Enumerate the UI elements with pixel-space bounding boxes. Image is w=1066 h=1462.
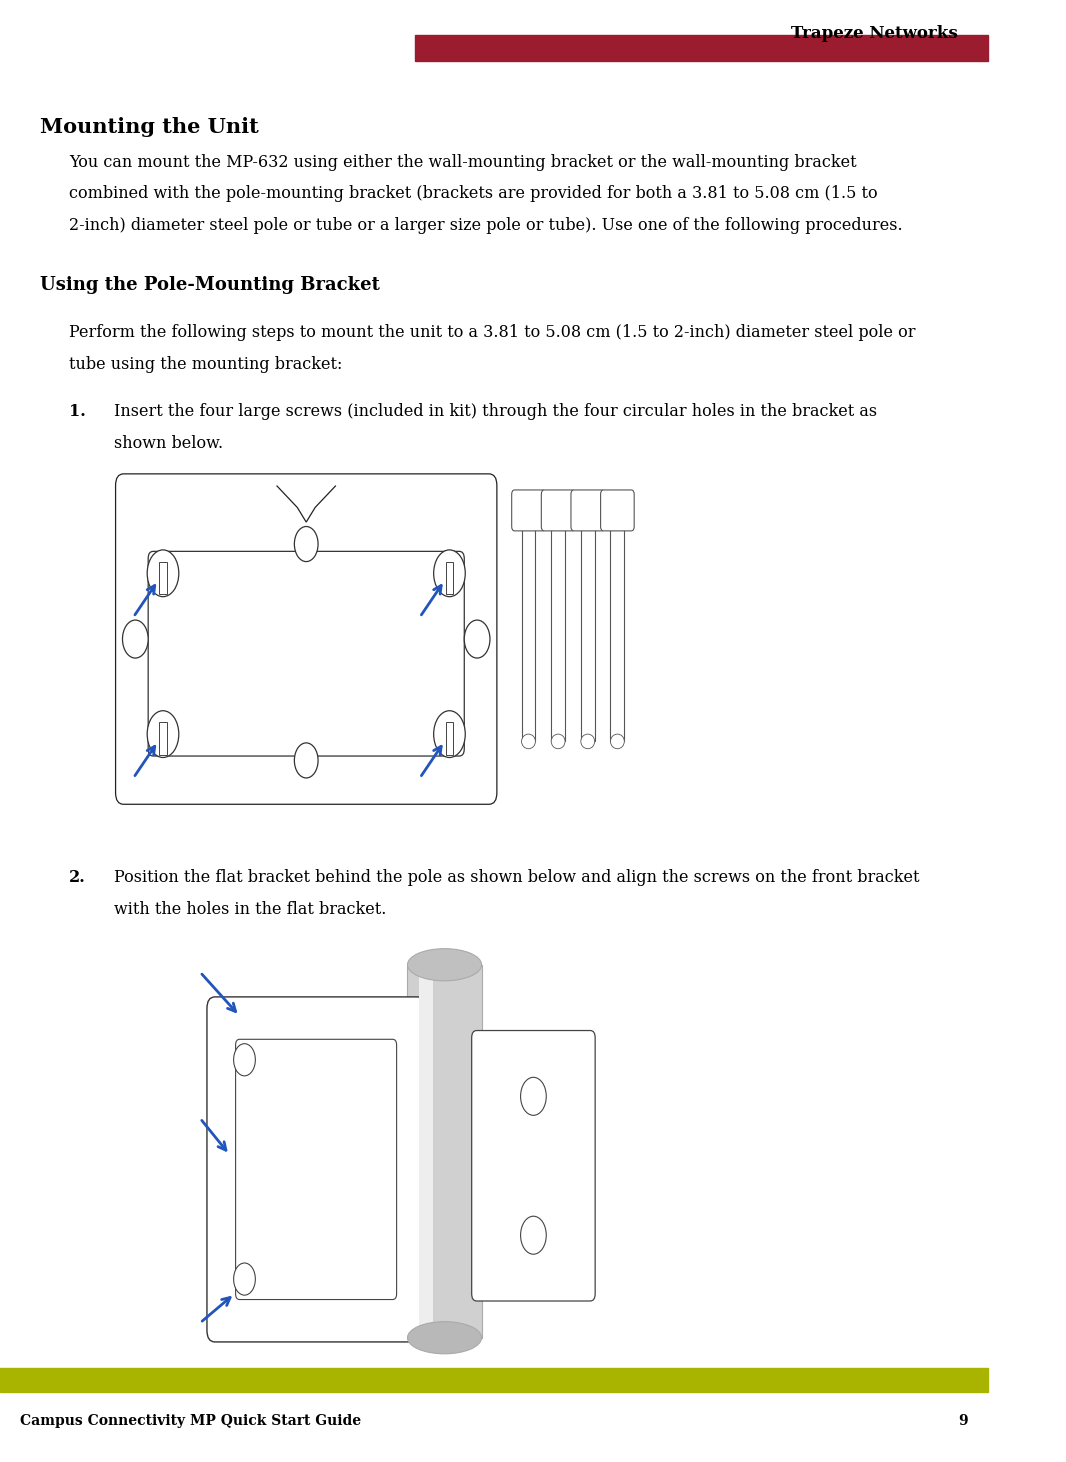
- Text: 9: 9: [958, 1414, 968, 1428]
- Circle shape: [233, 1044, 256, 1076]
- Text: Mounting the Unit: Mounting the Unit: [39, 117, 258, 137]
- Text: Using the Pole-Mounting Bracket: Using the Pole-Mounting Bracket: [39, 276, 379, 294]
- FancyBboxPatch shape: [600, 490, 634, 531]
- FancyBboxPatch shape: [148, 551, 465, 756]
- FancyBboxPatch shape: [115, 474, 497, 804]
- Circle shape: [465, 620, 490, 658]
- FancyBboxPatch shape: [542, 490, 575, 531]
- Text: 1.: 1.: [69, 402, 86, 420]
- Bar: [159, 722, 167, 754]
- FancyBboxPatch shape: [207, 997, 425, 1342]
- Circle shape: [233, 1263, 256, 1295]
- Circle shape: [520, 1077, 546, 1116]
- Bar: [581, 515, 595, 741]
- Bar: [446, 561, 453, 594]
- Bar: [521, 515, 535, 741]
- FancyBboxPatch shape: [236, 1039, 397, 1300]
- Circle shape: [147, 711, 179, 757]
- Text: Campus Connectivity MP Quick Start Guide: Campus Connectivity MP Quick Start Guide: [20, 1414, 361, 1428]
- Bar: [611, 515, 625, 741]
- Ellipse shape: [551, 734, 565, 749]
- Circle shape: [434, 711, 465, 757]
- Bar: [407, 965, 482, 1338]
- Text: Position the flat bracket behind the pole as shown below and align the screws on: Position the flat bracket behind the pol…: [114, 868, 919, 886]
- Bar: [159, 561, 167, 594]
- Text: 2-inch) diameter steel pole or tube or a larger size pole or tube). Use one of t: 2-inch) diameter steel pole or tube or a…: [69, 218, 903, 234]
- FancyBboxPatch shape: [471, 1031, 595, 1301]
- FancyBboxPatch shape: [512, 490, 546, 531]
- Circle shape: [294, 526, 318, 561]
- Bar: [551, 515, 565, 741]
- Ellipse shape: [581, 734, 595, 749]
- Circle shape: [520, 1216, 546, 1254]
- Text: You can mount the MP-632 using either the wall-mounting bracket or the wall-moun: You can mount the MP-632 using either th…: [69, 154, 857, 171]
- Text: 2.: 2.: [69, 868, 86, 886]
- Ellipse shape: [407, 949, 482, 981]
- Text: Trapeze Networks: Trapeze Networks: [791, 25, 958, 42]
- Text: Insert the four large screws (included in kit) through the four circular holes i: Insert the four large screws (included i…: [114, 402, 876, 420]
- Text: combined with the pole-mounting bracket (brackets are provided for both a 3.81 t: combined with the pole-mounting bracket …: [69, 186, 877, 203]
- Circle shape: [434, 550, 465, 596]
- Text: tube using the mounting bracket:: tube using the mounting bracket:: [69, 355, 342, 373]
- FancyBboxPatch shape: [571, 490, 604, 531]
- Bar: [446, 722, 453, 754]
- Circle shape: [294, 743, 318, 778]
- Bar: [415, 35, 988, 61]
- Ellipse shape: [407, 1322, 482, 1354]
- Text: with the holes in the flat bracket.: with the holes in the flat bracket.: [114, 901, 386, 918]
- Ellipse shape: [521, 734, 535, 749]
- Circle shape: [147, 550, 179, 596]
- Bar: [0, 1368, 988, 1392]
- Text: shown below.: shown below.: [114, 434, 223, 452]
- Ellipse shape: [611, 734, 625, 749]
- Text: Perform the following steps to mount the unit to a 3.81 to 5.08 cm (1.5 to 2-inc: Perform the following steps to mount the…: [69, 325, 916, 341]
- Bar: [419, 965, 434, 1338]
- Circle shape: [123, 620, 148, 658]
